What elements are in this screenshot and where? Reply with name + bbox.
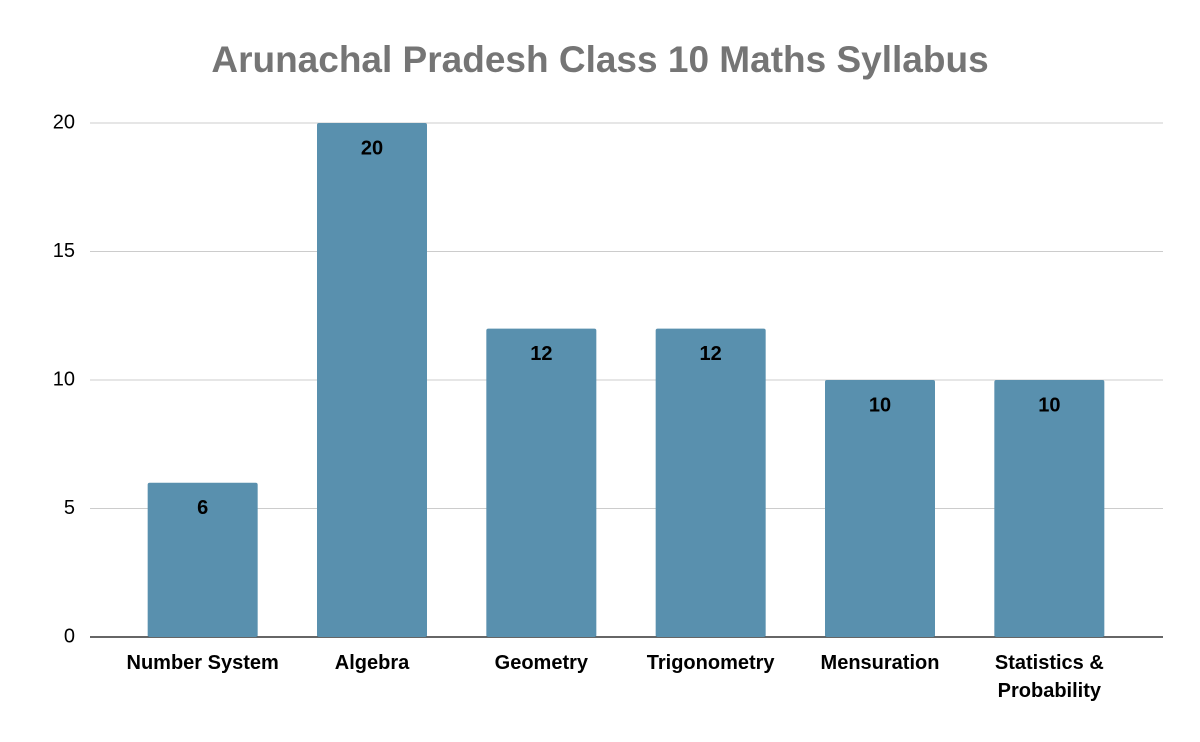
value-label: 12 [530, 343, 552, 365]
x-tick-label: Algebra [334, 652, 410, 674]
y-tick-label: 10 [53, 368, 75, 390]
y-tick-label: 5 [64, 497, 75, 519]
bar [486, 328, 597, 637]
y-tick-label: 15 [53, 240, 75, 262]
bar [655, 328, 766, 637]
chart-title: Arunachal Pradesh Class 10 Maths Syllabu… [211, 39, 988, 80]
bar [147, 482, 258, 637]
value-label: 6 [197, 497, 208, 519]
value-label: 10 [869, 394, 891, 416]
x-tick-label: Statistics & Probability [994, 652, 1104, 702]
value-label: 20 [361, 137, 383, 159]
value-label: 12 [700, 343, 722, 365]
bar [317, 123, 427, 637]
x-tick-label: Mensuration [820, 652, 940, 674]
x-tick-label: Number System [126, 652, 279, 674]
value-label: 10 [1038, 394, 1060, 416]
x-tick-label: Trigonometry [646, 652, 775, 674]
y-tick-label: 20 [53, 111, 75, 133]
y-tick-label: 0 [64, 625, 75, 647]
bar [825, 380, 935, 637]
bar [994, 380, 1105, 637]
x-tick-label: Geometry [494, 652, 589, 674]
